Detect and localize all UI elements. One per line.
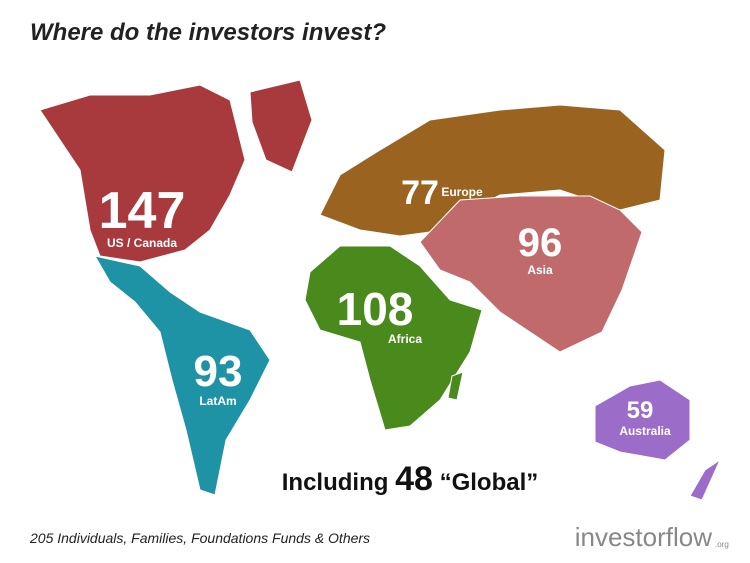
footer: 205 Individuals, Families, Foundations F…: [29, 530, 370, 546]
region-label: LatAm: [199, 394, 236, 408]
region-shape: [93, 255, 271, 496]
region-label: US / Canada: [107, 236, 177, 250]
region-count: 93: [194, 347, 243, 396]
title: Where do the investors invest?: [30, 19, 386, 46]
region-shape: [419, 195, 643, 353]
region-count: 77: [401, 174, 439, 212]
logo-suffix: .org: [715, 540, 729, 549]
region-shape: [39, 84, 246, 263]
global-label: “Global”: [440, 469, 539, 496]
region-count: 147: [99, 182, 186, 240]
region-label: Africa: [388, 332, 422, 346]
region-shape: [689, 458, 722, 501]
region-label: Asia: [527, 263, 553, 277]
logo: investorflow: [575, 522, 712, 552]
region-shape: [319, 104, 666, 237]
global-prefix: Including: [282, 469, 389, 496]
region-shape: [304, 245, 483, 431]
global-note: Including 48 “Global”: [282, 460, 539, 498]
region-count: 96: [518, 221, 563, 265]
region-label: Europe: [441, 185, 483, 199]
region-label: Australia: [619, 424, 671, 438]
region-shape: [594, 379, 691, 461]
region-shape: [249, 79, 313, 173]
map: [39, 79, 722, 501]
global-count: 48: [395, 460, 433, 498]
region-shape: [447, 371, 464, 401]
region-count: 108: [337, 283, 414, 335]
region-count: 59: [627, 397, 654, 424]
